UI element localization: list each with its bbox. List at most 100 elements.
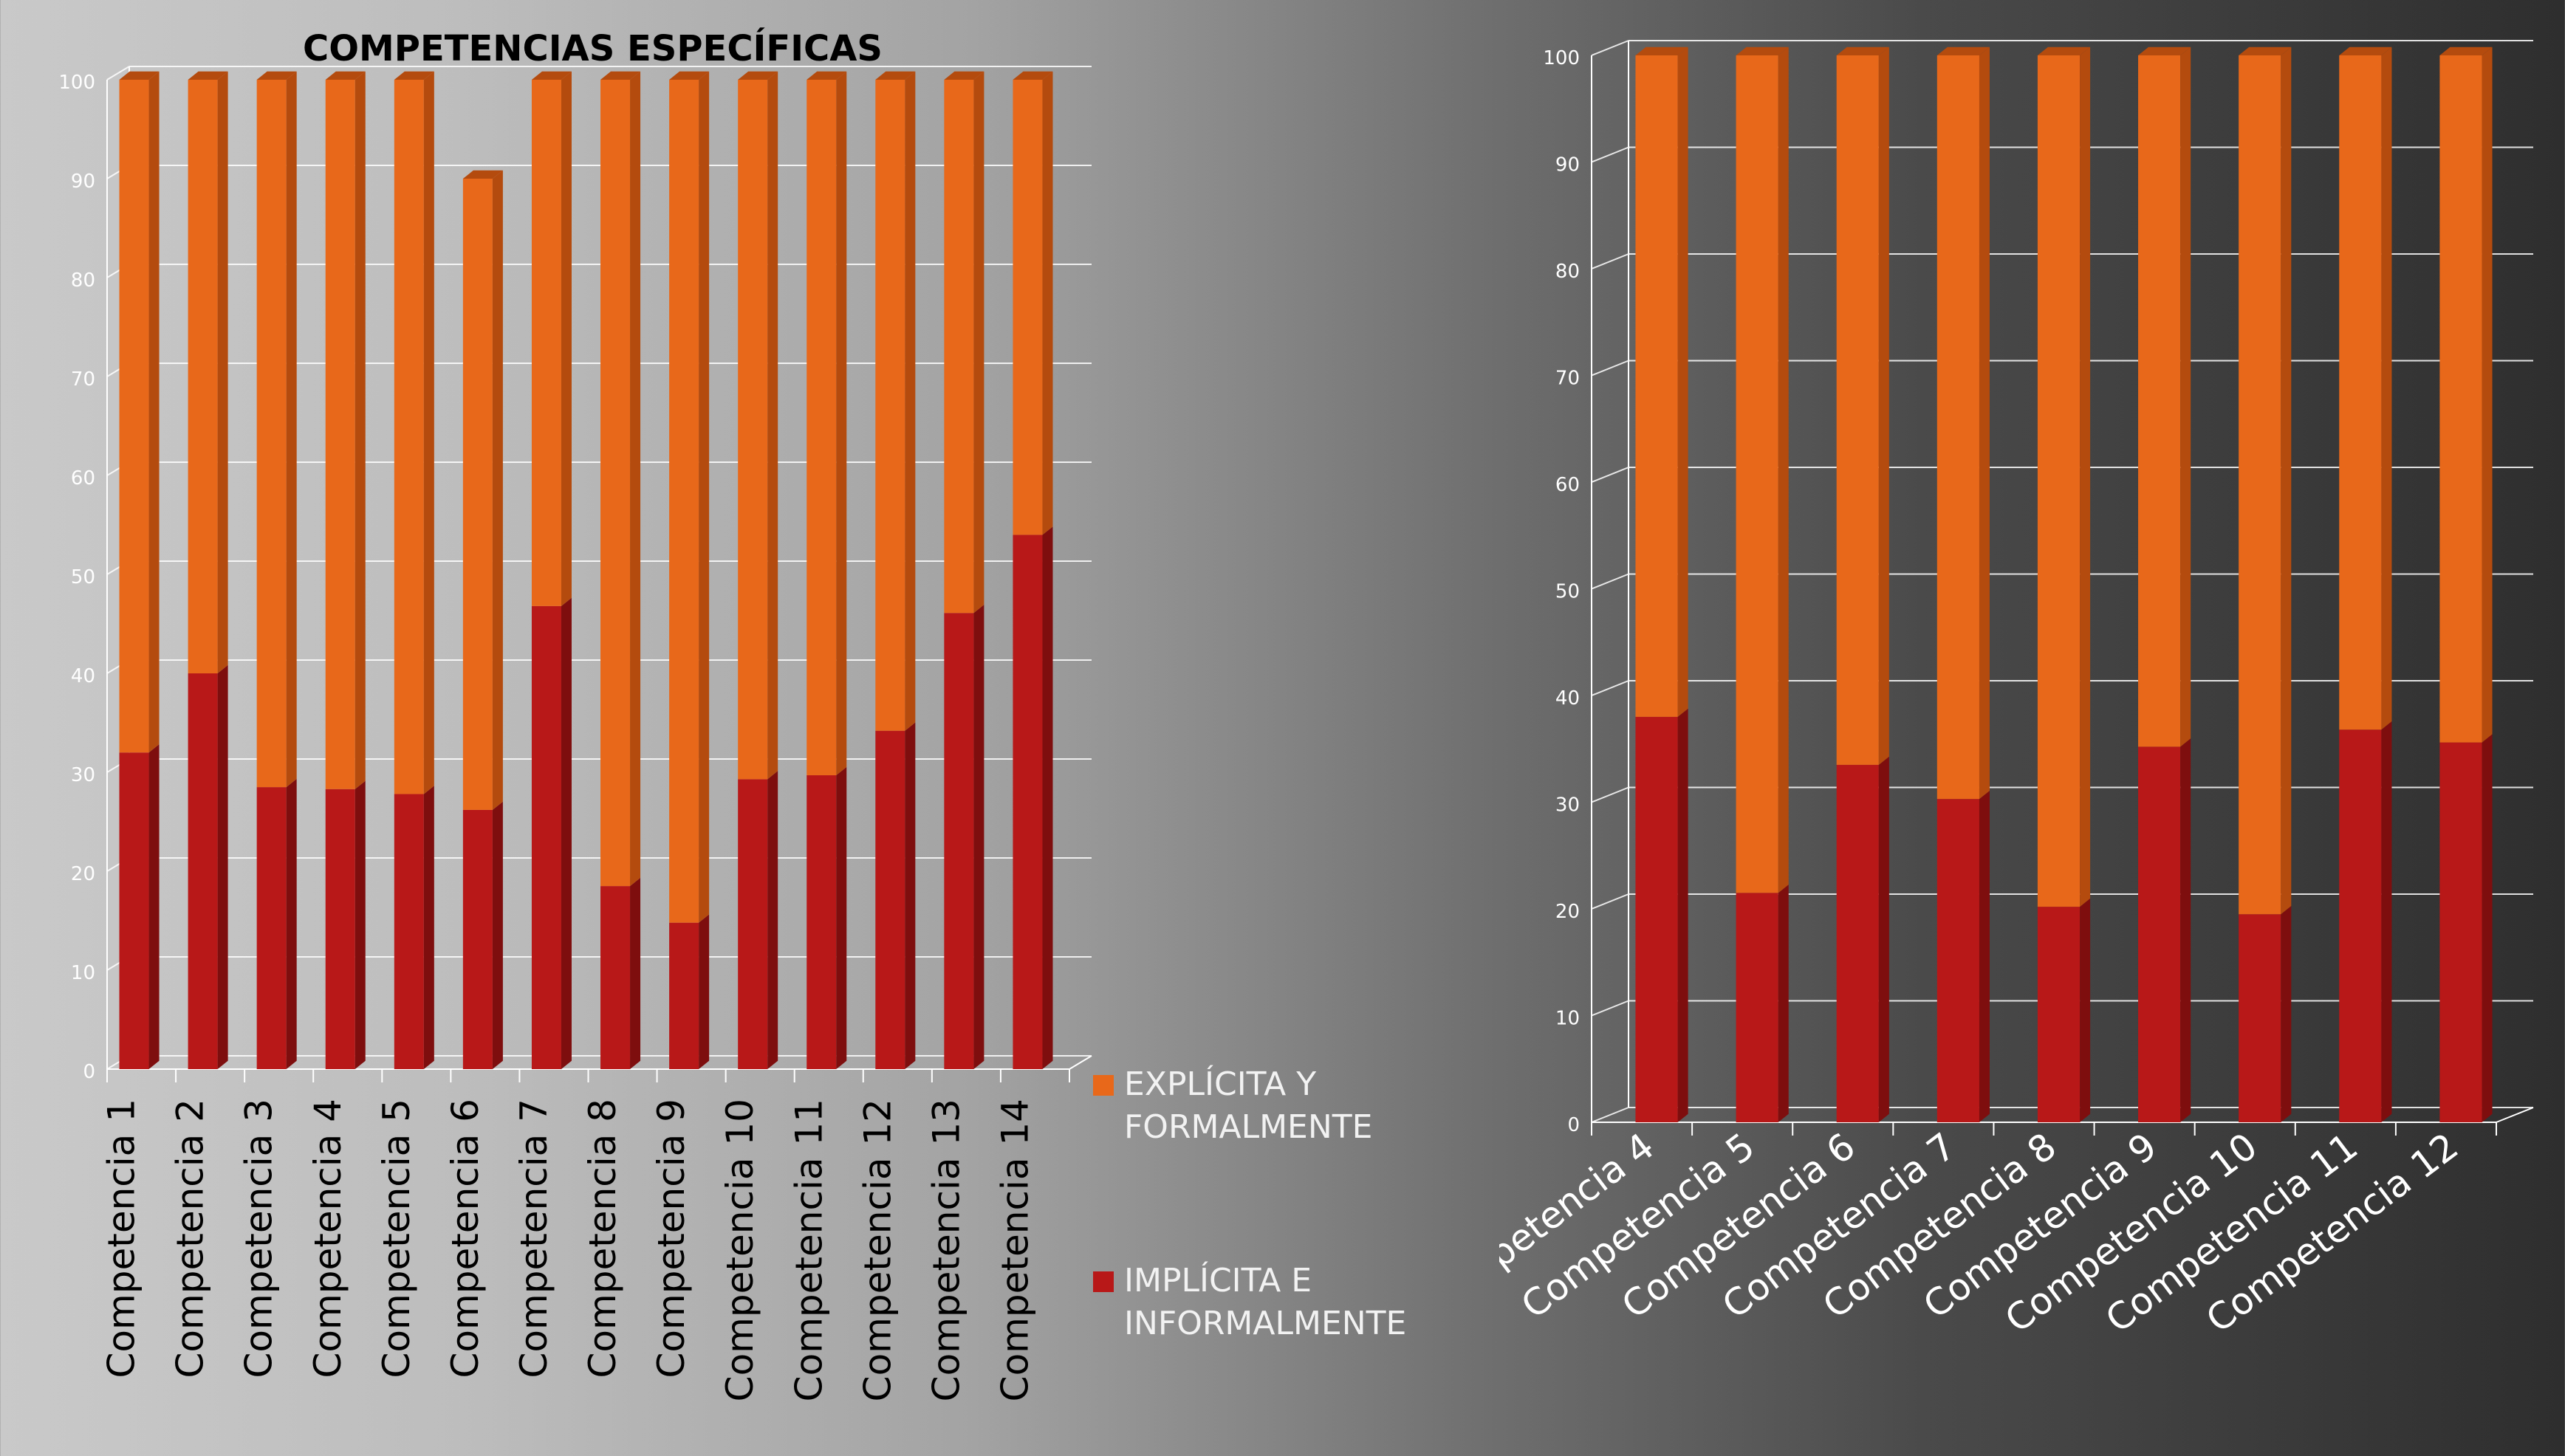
x-tick-label: Competencia 9: [650, 1099, 693, 1378]
bar-group: [807, 71, 847, 1069]
grid-side-line: [1591, 893, 1629, 910]
bar-implicit: [325, 789, 355, 1069]
bar-group: [2138, 47, 2191, 1122]
bar-group: [119, 71, 160, 1069]
bar-top: [256, 71, 297, 80]
grid-side-line: [1591, 1107, 1629, 1123]
bar-implicit-side: [905, 722, 916, 1069]
bar-implicit: [1013, 535, 1043, 1069]
bar-explicit: [1736, 55, 1778, 893]
bar-implicit: [807, 775, 837, 1069]
grid-side-line: [1591, 360, 1629, 377]
bar-implicit: [669, 922, 699, 1069]
legend-item-implicit: IMPLÍCITA E INFORMALMENTE: [1093, 1260, 1477, 1345]
bar-explicit-side: [148, 71, 160, 753]
bar-implicit: [2439, 742, 2482, 1122]
bar-top: [600, 71, 641, 80]
bar-implicit-side: [217, 665, 228, 1069]
bar-implicit-side: [2482, 734, 2493, 1122]
bar-implicit-side: [2180, 738, 2191, 1122]
bar-top: [462, 170, 503, 179]
bar-group: [394, 71, 434, 1069]
x-tick-label: Competencia 11: [787, 1099, 830, 1401]
bar-implicit: [600, 886, 631, 1069]
bar-top: [2439, 47, 2493, 55]
y-tick-label: 90: [71, 171, 95, 193]
grid-side-line: [1591, 1000, 1629, 1017]
grid-side-line: [1591, 680, 1629, 696]
x-tick-label: Competencia 5: [375, 1099, 418, 1378]
y-tick-label: 0: [1567, 1114, 1580, 1136]
bar-explicit-side: [355, 71, 366, 789]
bar-implicit: [531, 605, 561, 1069]
bar-group: [1013, 71, 1053, 1069]
legend: EXPLÍCITA Y FORMALMENTE IMPLÍCITA E INFO…: [1093, 1063, 1477, 1456]
bar-explicit: [188, 80, 218, 673]
bar-top: [2239, 47, 2292, 55]
bar-implicit: [1836, 764, 1879, 1122]
bar-top: [1736, 47, 1789, 55]
bar-implicit-side: [699, 914, 710, 1069]
y-tick-label: 100: [1543, 47, 1580, 69]
bar-top: [2138, 47, 2191, 55]
grid-side-line: [1591, 573, 1629, 590]
chart-title: COMPETENCIAS ESPECÍFICAS: [303, 28, 883, 69]
bar-implicit-side: [1979, 790, 1990, 1122]
bar-group: [2037, 47, 2091, 1122]
grid-side-line: [106, 66, 130, 80]
y-tick-label: 70: [1555, 368, 1580, 390]
grid-side-line: [1591, 253, 1629, 269]
bar-explicit: [2439, 55, 2482, 743]
bar-explicit: [394, 80, 424, 794]
bar-explicit: [1936, 55, 1979, 800]
bar-implicit: [119, 752, 149, 1069]
y-tick-label: 0: [83, 1061, 95, 1083]
bar-explicit-side: [905, 71, 916, 731]
bar-implicit: [2037, 907, 2081, 1122]
bar-explicit: [1635, 55, 1678, 717]
bar-group: [1836, 47, 1889, 1122]
bar-implicit: [2138, 746, 2181, 1122]
y-tick-label: 90: [1555, 154, 1580, 176]
bar-group: [1736, 47, 1789, 1122]
bar-explicit: [325, 80, 355, 789]
bar-implicit-side: [2281, 906, 2292, 1122]
x-tick-label: Competencia 4: [307, 1099, 349, 1378]
x-tick-label: Competencia 13: [925, 1099, 968, 1401]
bar-explicit: [119, 80, 149, 753]
y-tick-label: 70: [71, 368, 95, 391]
x-tick-label: Competencia 14: [993, 1099, 1036, 1401]
bar-top: [1936, 47, 1990, 55]
bar-group: [531, 71, 572, 1069]
y-tick-label: 50: [71, 566, 95, 588]
bar-explicit: [2138, 55, 2181, 747]
bar-group: [600, 71, 641, 1069]
bar-implicit: [2239, 914, 2281, 1122]
bar-group: [2239, 47, 2292, 1122]
legend-swatch-implicit: [1093, 1271, 1114, 1292]
y-tick-label: 40: [71, 665, 95, 687]
bar-group: [875, 71, 916, 1069]
bar-implicit: [944, 613, 974, 1069]
bar-implicit-side: [1778, 885, 1789, 1122]
bar-top: [669, 71, 710, 80]
bar-implicit-side: [423, 786, 434, 1069]
bar-explicit-side: [2080, 47, 2091, 907]
bar-group: [256, 71, 297, 1069]
bar-implicit-side: [767, 771, 778, 1069]
bar-top: [2037, 47, 2091, 55]
bar-top: [1013, 71, 1053, 80]
bar-implicit: [394, 794, 424, 1069]
bar-group: [1635, 47, 1688, 1122]
bar-implicit-side: [286, 778, 297, 1069]
bar-implicit: [256, 787, 287, 1069]
bar-implicit: [875, 730, 905, 1069]
bar-explicit: [669, 80, 699, 923]
bar-implicit: [738, 779, 768, 1069]
bar-group: [944, 71, 984, 1069]
bar-implicit: [188, 673, 218, 1069]
bar-top: [1836, 47, 1889, 55]
bar-explicit: [807, 80, 837, 776]
chart-left: 0 10 20 30 40 50 60 70 80 90 100 Competencia 1 Compe…: [58, 66, 1092, 1401]
